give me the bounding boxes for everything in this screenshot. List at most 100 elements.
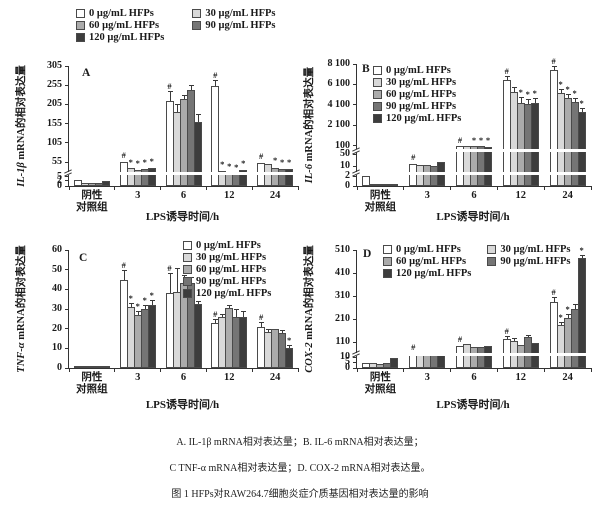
- significance-mark: #: [551, 286, 556, 297]
- significance-mark: #: [167, 262, 172, 273]
- y-tick-label: 2: [57, 174, 62, 186]
- error-bar-cap: [572, 304, 578, 306]
- legend-label: 120 μg/mL HFPs: [89, 32, 165, 43]
- legend-item: 60 μg/mL HFPs: [76, 20, 164, 31]
- significance-mark: *: [565, 84, 570, 95]
- error-bar: [215, 319, 217, 323]
- chart-panel-b: IL-6 mRNA的相对表达量 0 2 10 50 100 2 100 4 100 6 100…: [300, 2, 598, 230]
- error-bar-cap: [227, 305, 233, 307]
- y-tick: [353, 104, 357, 106]
- y-tick-label: 30: [52, 303, 62, 314]
- error-bar-cap: [195, 113, 201, 115]
- significance-mark: *: [149, 290, 154, 301]
- legend-swatch-4: [183, 289, 192, 298]
- x-category-label: 阴性 对照组: [76, 190, 108, 213]
- legend-item: 0 μg/mL HFPs: [76, 8, 164, 19]
- x-tick: [160, 186, 162, 190]
- figure-caption-line-1: A. IL-1β mRNA相对表达量；B. IL-6 mRNA相对表达量；: [176, 437, 424, 448]
- error-bar-cap: [188, 85, 194, 87]
- error-bar-cap: [266, 328, 272, 330]
- chart-panel-a: IL-1β mRNA的相对表达量 0 2 5 55 105 155 205 255 305 # * *…: [2, 2, 300, 230]
- y-tick: [65, 249, 69, 251]
- y-tick-label: 155: [47, 117, 62, 129]
- legend: 0 μg/mL HFPs 30 μg/mL HFPs 60 μg/mL HFPs 90…: [183, 240, 271, 299]
- significance-mark: #: [504, 66, 509, 77]
- y-tick-label: 10: [52, 342, 62, 354]
- legend-swatch-3: [192, 21, 202, 30]
- error-bar: [574, 99, 576, 102]
- error-bar-cap: [174, 267, 180, 269]
- legend-item: 0 μg/mL HFPs: [183, 240, 271, 251]
- legend-label: 120 μg/mL HFPs: [196, 288, 272, 299]
- error-bar-cap: [532, 98, 538, 100]
- legend-label: 60 μg/mL HFPs: [89, 20, 160, 31]
- y-tick: [65, 288, 69, 290]
- x-category-label: 24: [269, 372, 281, 383]
- error-bar: [506, 77, 508, 81]
- y-axis-label-text-a: mRNA的相对表达量: [16, 65, 27, 163]
- significance-mark: *: [518, 86, 523, 97]
- error-bar-cap: [504, 335, 510, 337]
- y-tick: [65, 367, 69, 369]
- error-bar: [176, 268, 178, 293]
- error-bar-cap: [167, 91, 173, 93]
- y-tick: [353, 318, 357, 320]
- plot-area-b: IL-6 mRNA的相对表达量 0 2 10 50 100 2 100 4 100 6 100…: [304, 56, 592, 213]
- bar: [239, 169, 248, 186]
- significance-mark: *: [286, 157, 292, 168]
- y-tick: [65, 269, 69, 271]
- error-bar: [282, 331, 284, 333]
- error-bar-cap: [287, 345, 293, 347]
- y-axis-label-text-b: mRNA的相对表达量: [304, 66, 315, 164]
- error-bar: [581, 109, 583, 112]
- bar: [147, 168, 156, 186]
- significance-mark: *: [227, 160, 232, 171]
- bar: [577, 111, 586, 186]
- error-bar: [553, 297, 555, 302]
- significance-mark: *: [142, 295, 147, 306]
- y-tick: [65, 185, 69, 187]
- significance-mark: *: [272, 155, 278, 166]
- y-tick: [353, 63, 357, 65]
- legend-item: 30 μg/mL HFPs: [192, 8, 276, 19]
- y-tick-label: 105: [47, 136, 62, 148]
- significance-mark: *: [220, 159, 225, 170]
- legend-label: 60 μg/mL HFPs: [396, 256, 467, 267]
- legend-label: 30 μg/mL HFPs: [196, 252, 267, 263]
- legend-swatch-2: [373, 90, 382, 99]
- error-bar: [169, 92, 171, 101]
- legend-label: 120 μg/mL HFPs: [396, 268, 472, 279]
- x-category-label: 24: [562, 372, 573, 383]
- x-tick: [297, 368, 299, 372]
- error-bar-cap: [220, 314, 226, 316]
- error-bar-cap: [135, 310, 141, 312]
- y-tick: [65, 84, 69, 86]
- y-axis-label-a: IL-1β mRNA的相对表达量: [13, 65, 28, 187]
- y-tick-label: 40: [52, 283, 62, 295]
- x-category-label: 24: [562, 190, 573, 201]
- error-bar-cap: [551, 296, 557, 298]
- y-tick-label: 205: [47, 98, 62, 110]
- significance-mark: #: [504, 325, 509, 336]
- bar: [390, 183, 399, 186]
- y-tick-label: 0: [345, 362, 350, 373]
- significance-mark: #: [457, 333, 463, 344]
- gene-name-il1b: IL-1β: [16, 162, 27, 187]
- y-tick-label: 255: [47, 79, 62, 91]
- bar: [390, 358, 399, 368]
- legend-swatch-1: [373, 78, 382, 87]
- error-bar-cap: [142, 305, 148, 307]
- bar: [484, 147, 492, 186]
- significance-mark: *: [565, 304, 570, 315]
- error-bar-cap: [259, 321, 265, 323]
- significance-mark: #: [258, 311, 264, 322]
- significance-mark: *: [471, 134, 477, 145]
- y-tick-label: 410: [335, 267, 350, 278]
- axis-break-band: [355, 149, 591, 153]
- error-bar-cap: [181, 274, 187, 276]
- error-bar-cap: [565, 94, 571, 96]
- error-bar: [513, 339, 515, 341]
- legend-swatch-4: [373, 114, 382, 123]
- y-tick: [353, 341, 357, 343]
